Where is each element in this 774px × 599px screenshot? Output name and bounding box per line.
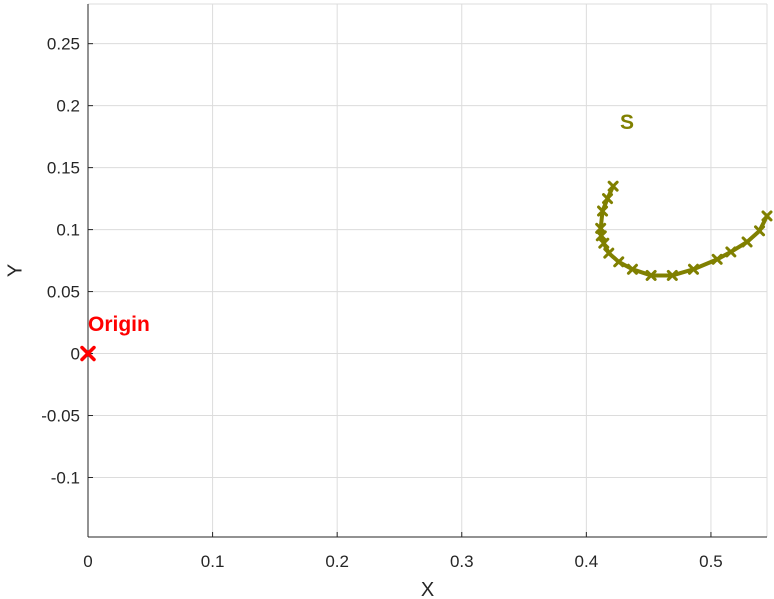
marker-stroke bbox=[711, 253, 723, 265]
origin-point bbox=[80, 345, 96, 362]
marker-stroke bbox=[741, 236, 753, 248]
x-tick-label: 0.4 bbox=[575, 552, 599, 571]
annotation-label: Origin bbox=[88, 313, 150, 336]
x-tick-label: 0 bbox=[83, 552, 92, 571]
series-point bbox=[761, 210, 773, 222]
axes bbox=[87, 4, 767, 538]
series-point bbox=[613, 256, 625, 268]
x-tick-label: 0.2 bbox=[325, 552, 349, 571]
points-layer bbox=[80, 345, 96, 362]
marker-stroke bbox=[613, 256, 625, 268]
marker-stroke bbox=[754, 225, 766, 237]
series-point bbox=[754, 225, 766, 237]
series-point bbox=[645, 269, 657, 281]
series-line bbox=[598, 184, 769, 278]
series-point bbox=[626, 263, 638, 275]
annotations-layer: S Origin bbox=[88, 111, 634, 336]
x-axis-label: X bbox=[421, 579, 434, 599]
y-tick-label: 0.1 bbox=[56, 221, 80, 240]
marker-stroke bbox=[666, 269, 678, 281]
series-point bbox=[598, 237, 610, 249]
marker-stroke bbox=[607, 180, 619, 192]
series-point bbox=[607, 180, 619, 192]
marker-stroke bbox=[725, 246, 737, 258]
x-tick-label: 0.3 bbox=[450, 552, 474, 571]
series-point bbox=[603, 247, 615, 259]
y-tick-label: -0.05 bbox=[41, 407, 80, 426]
y-tick-label: -0.1 bbox=[51, 469, 80, 488]
x-tick-label: 0.1 bbox=[201, 552, 225, 571]
x-tick-label: 0.5 bbox=[699, 552, 723, 571]
marker-stroke bbox=[602, 193, 614, 205]
grid bbox=[88, 3, 768, 537]
series-point bbox=[597, 205, 609, 217]
y-axis-label: Y bbox=[4, 264, 26, 277]
marker-stroke bbox=[603, 247, 615, 259]
series-point bbox=[711, 253, 723, 265]
series-point bbox=[741, 236, 753, 248]
series-point bbox=[725, 246, 737, 258]
y-tick-label: 0.05 bbox=[47, 283, 80, 302]
series-layer bbox=[595, 180, 773, 281]
marker-stroke bbox=[597, 205, 609, 217]
y-tick-label: 0.2 bbox=[56, 97, 80, 116]
y-tick-label: 0.25 bbox=[47, 35, 80, 54]
y-tick-label: 0.15 bbox=[47, 159, 80, 178]
series-point bbox=[602, 193, 614, 205]
series-point bbox=[687, 263, 699, 275]
marker-stroke bbox=[761, 210, 773, 222]
y-tick-labels: -0.1 -0.05 0 0.05 0.1 0.15 0.2 0.25 bbox=[41, 35, 80, 488]
series-point bbox=[666, 269, 678, 281]
marker-stroke bbox=[645, 269, 657, 281]
marker-stroke bbox=[80, 345, 96, 362]
x-tick-labels: 0 0.1 0.2 0.3 0.4 0.5 bbox=[83, 552, 722, 571]
marker-stroke bbox=[626, 263, 638, 275]
y-tick-label: 0 bbox=[71, 345, 80, 364]
annotation-label: S bbox=[620, 111, 634, 134]
marker-stroke bbox=[687, 263, 699, 275]
marker-stroke bbox=[598, 237, 610, 249]
